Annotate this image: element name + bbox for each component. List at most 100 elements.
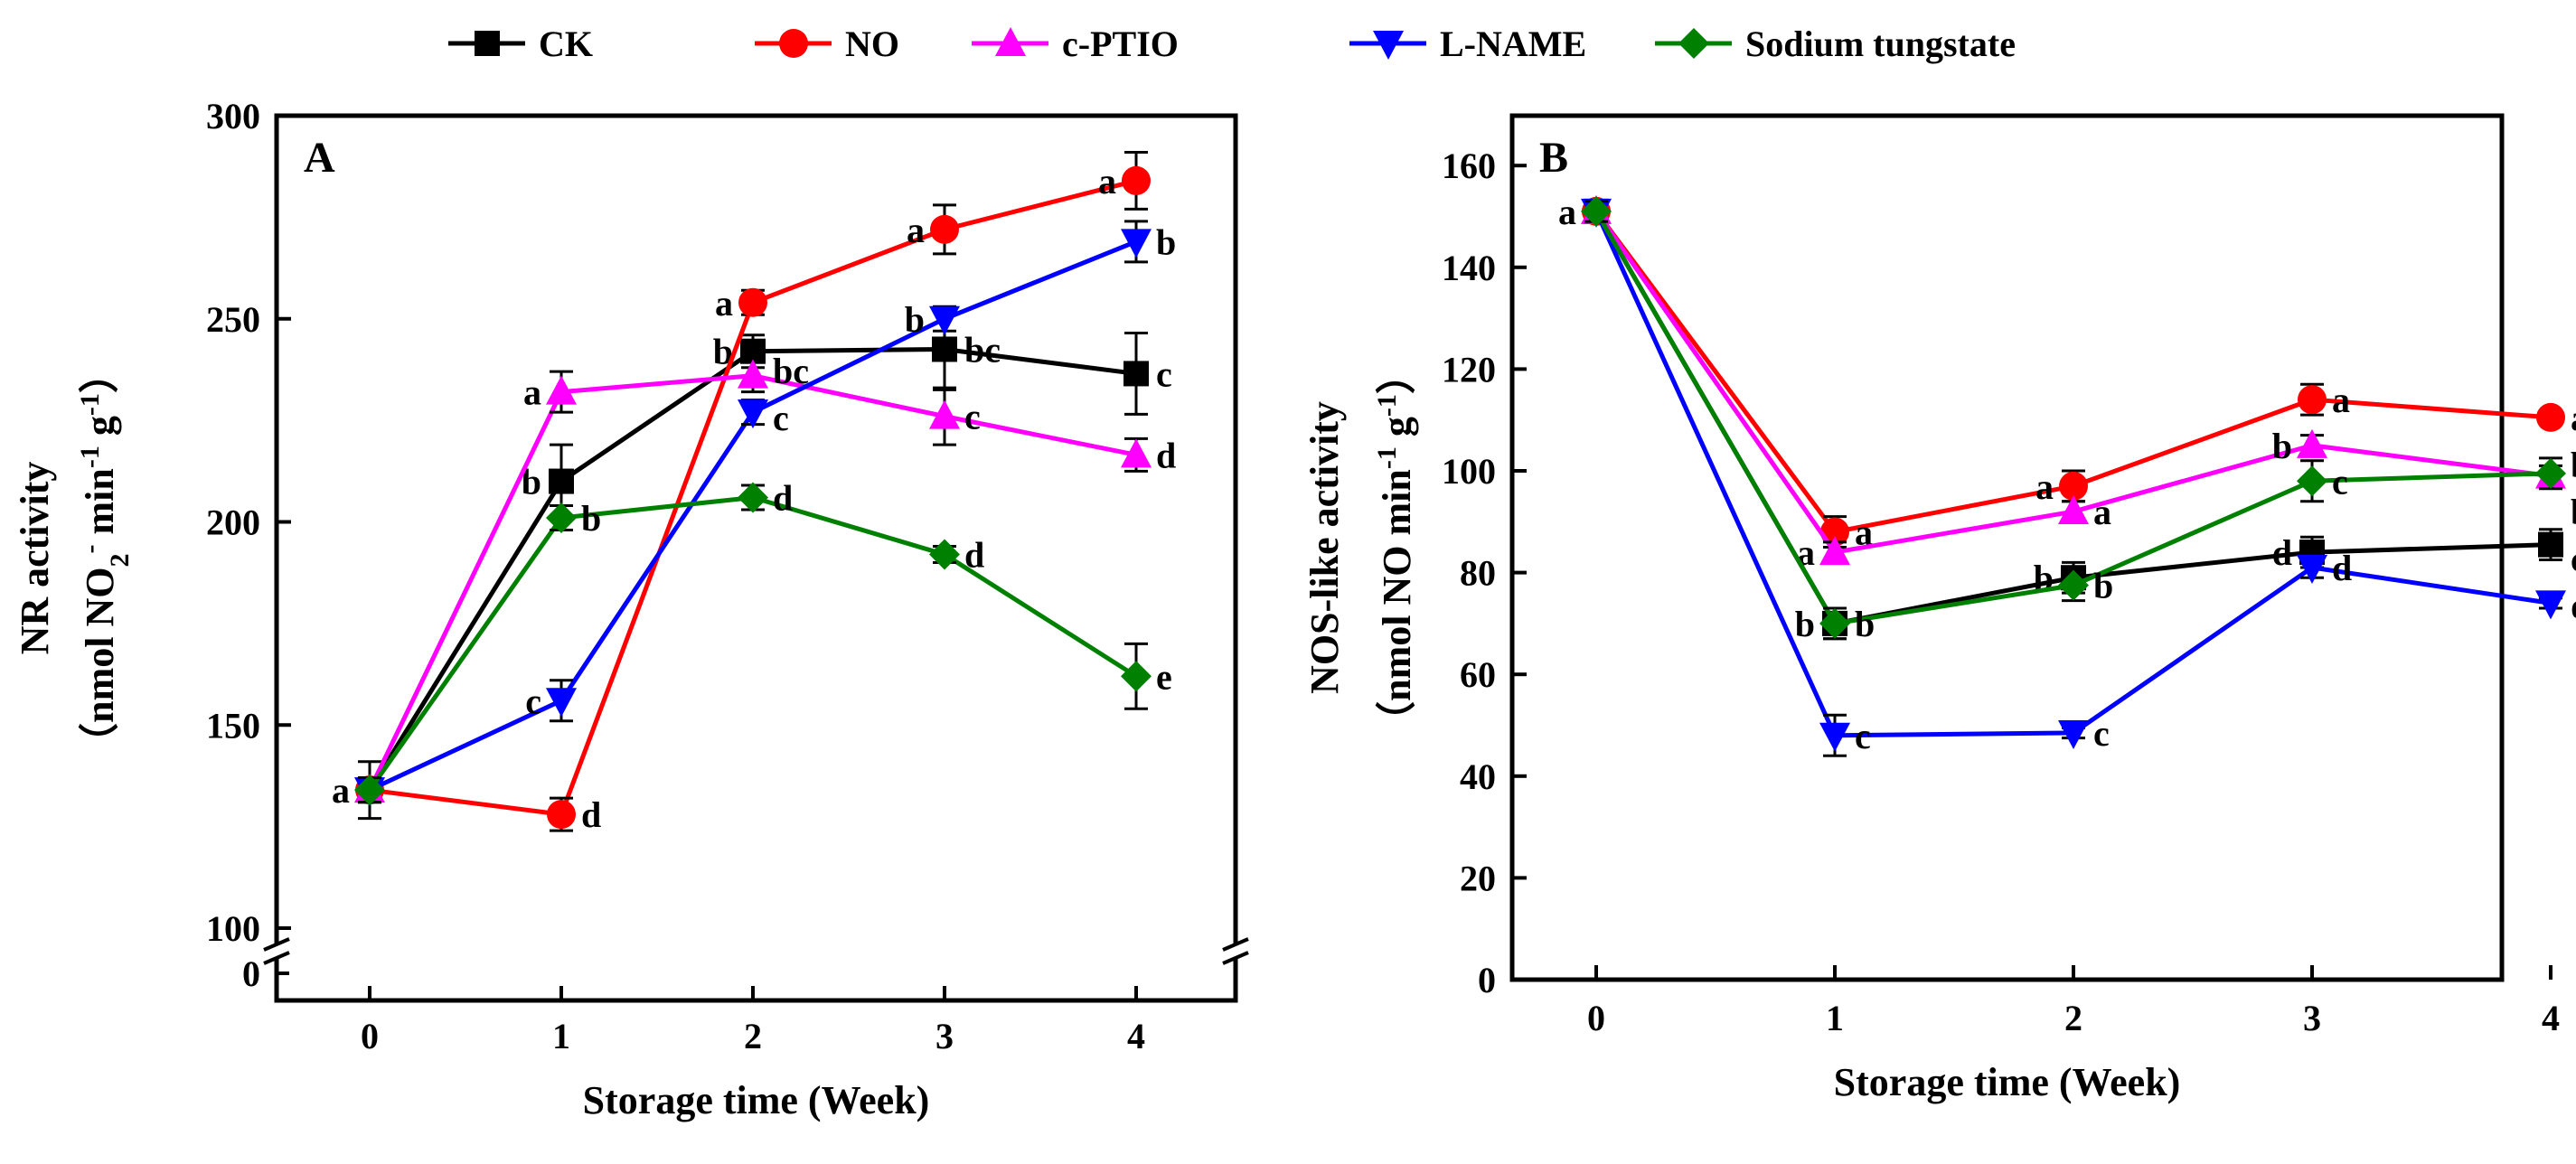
legend-marker xyxy=(1373,31,1404,60)
data-point xyxy=(738,287,767,317)
significance-letter: b xyxy=(1855,604,1875,644)
significance-letter: b xyxy=(713,332,733,372)
y-axis-unit-part: （nmol NO min xyxy=(1375,469,1419,741)
series-c-ptio: aabb xyxy=(1581,194,2576,573)
significance-letter: c xyxy=(2332,461,2348,502)
y-tick-label: 20 xyxy=(1460,858,1496,898)
axis-break-mark xyxy=(1222,951,1249,965)
data-point xyxy=(2058,719,2089,749)
legend-label: NO xyxy=(845,23,899,64)
series-sodium-tungstate: a b d d e xyxy=(332,478,1172,812)
legend-item-c-ptio: c-PTIO xyxy=(972,23,1179,64)
significance-letter: b xyxy=(581,498,601,539)
legend-item-sodium-tungstate: Sodium tungstate xyxy=(1655,23,2016,64)
y-tick-label: 40 xyxy=(1460,756,1496,797)
y-tick-label: 300 xyxy=(206,96,260,136)
data-point xyxy=(354,774,385,806)
y-axis-unit-part: ） xyxy=(1375,354,1419,394)
data-point xyxy=(1121,229,1152,258)
x-tick-label: 0 xyxy=(361,1016,379,1056)
data-point xyxy=(929,539,960,570)
data-point xyxy=(2058,569,2089,601)
data-point xyxy=(738,482,768,513)
y-tick-label: 100 xyxy=(206,908,260,949)
x-tick-label: 3 xyxy=(935,1016,954,1056)
significance-letter: a xyxy=(2035,466,2054,507)
y-axis-unit-part: ） xyxy=(78,353,122,393)
significance-letter: a xyxy=(907,210,925,250)
y-axis-unit-part: 2 xyxy=(105,554,135,568)
data-point xyxy=(2535,457,2566,489)
legend-label: c-PTIO xyxy=(1062,23,1179,64)
data-point xyxy=(738,359,768,389)
legend-label: L-NAME xyxy=(1440,23,1586,64)
data-point xyxy=(2297,428,2327,458)
x-tick-label: 2 xyxy=(2064,998,2082,1038)
data-point xyxy=(1121,438,1152,468)
data-point xyxy=(2298,385,2327,415)
x-tick-label: 4 xyxy=(2542,998,2560,1038)
y-axis-unit: （nmol NO2- min-1 g-1） xyxy=(75,353,135,763)
data-point xyxy=(930,214,959,244)
y-axis-title: NOS-like activity xyxy=(1302,401,1347,694)
data-point xyxy=(2535,590,2566,620)
data-point xyxy=(546,375,577,405)
y-axis-unit-part: -1 xyxy=(1372,394,1402,417)
significance-letter: a xyxy=(715,283,733,324)
legend-item-ck: CK xyxy=(448,23,593,64)
series-line xyxy=(368,239,1137,793)
data-point xyxy=(1122,165,1151,195)
data-point xyxy=(546,688,577,718)
data-point xyxy=(929,399,960,429)
x-tick-label: 1 xyxy=(552,1016,570,1056)
significance-letter: a xyxy=(2332,380,2350,420)
legend-marker xyxy=(475,31,500,56)
data-point xyxy=(549,468,574,494)
significance-letter: c xyxy=(525,681,541,721)
significance-letter: b xyxy=(2571,492,2576,532)
significance-letter: d xyxy=(964,534,984,575)
significance-letter: b xyxy=(2272,426,2292,466)
significance-letter: b xyxy=(522,462,541,502)
data-point xyxy=(546,502,577,534)
y-tick-label: 140 xyxy=(1442,248,1496,288)
y-tick-label: 100 xyxy=(1442,451,1496,492)
axis-frame xyxy=(1509,113,2505,982)
significance-letter: a xyxy=(1558,192,1576,232)
y-tick-label: 200 xyxy=(206,502,260,543)
significance-letter: a xyxy=(2093,492,2111,532)
data-point xyxy=(1121,661,1152,692)
y-tick-label: 150 xyxy=(206,705,260,746)
y-axis-unit-part: -1 xyxy=(75,393,105,416)
data-point xyxy=(1819,722,1850,752)
series-line xyxy=(367,373,1137,792)
y-tick-label: 0 xyxy=(1478,960,1496,1000)
significance-letter: d xyxy=(2571,586,2576,626)
significance-letter: e xyxy=(1156,656,1172,697)
significance-letter: d xyxy=(2332,548,2352,588)
axes: 0 20 40 60 80 100 120 140 160 0 1 2 3 4 Storage time (… xyxy=(1302,113,2560,1104)
data-point xyxy=(1123,361,1149,387)
data-point xyxy=(2297,465,2327,497)
significance-letter: b xyxy=(905,299,925,340)
x-axis-label: Storage time (Week) xyxy=(583,1078,930,1122)
panel-label: B xyxy=(1539,134,1568,182)
legend-marker xyxy=(995,27,1026,56)
legend-label: CK xyxy=(539,23,593,64)
axis-break-mark xyxy=(1222,937,1249,952)
data-point xyxy=(1581,195,1612,227)
y-axis-title: NR activity xyxy=(13,462,57,655)
significance-letter: d xyxy=(2272,532,2292,573)
significance-letter: c xyxy=(1855,716,1871,756)
data-point xyxy=(2536,402,2565,432)
significance-letter: bc xyxy=(773,351,809,391)
legend-item-l-name: L-NAME xyxy=(1349,23,1586,64)
significance-letter: d xyxy=(773,478,793,519)
legend-item-no: NO xyxy=(755,23,899,64)
data-point xyxy=(2297,554,2327,584)
x-tick-label: 3 xyxy=(2303,998,2321,1038)
